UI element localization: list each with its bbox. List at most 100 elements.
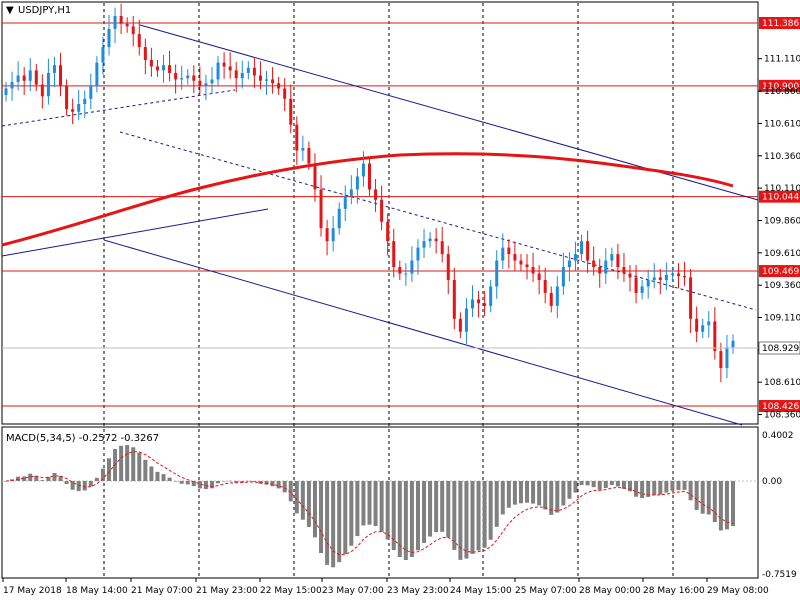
macd-bar-28 (173, 481, 178, 482)
macd-bar-84 (512, 481, 517, 505)
candle-body-71 (434, 238, 438, 242)
macd-histogram (2, 445, 758, 568)
candle-body-45 (277, 83, 281, 89)
macd-bar-79 (482, 481, 487, 548)
candle-body-29 (180, 78, 184, 80)
candlesticks (4, 3, 735, 383)
candle-body-118 (719, 351, 723, 368)
macd-bar-38 (234, 481, 239, 483)
macd-bar-82 (500, 481, 505, 515)
candle-body-40 (246, 67, 250, 73)
candle-body-38 (234, 70, 238, 79)
main-chart-frame (1, 1, 759, 425)
macd-bar-44 (270, 481, 275, 487)
candle-body-0 (4, 88, 8, 95)
level-label-3: 109.469 (762, 267, 799, 277)
candle-body-67 (410, 260, 414, 274)
candle-body-27 (168, 65, 172, 73)
macd-bar-81 (494, 481, 499, 527)
macd-bar-115 (700, 481, 705, 514)
support-line (1, 208, 269, 257)
candle-body-18 (113, 16, 117, 29)
candle-body-58 (355, 176, 359, 190)
price-tick-2: 110.610 (764, 119, 800, 129)
level-marker-4 (759, 400, 800, 413)
macd-bar-47 (288, 481, 293, 502)
candle-body-76 (464, 308, 468, 332)
time-label-10: 28 May 16:00 (643, 586, 705, 596)
candle-body-103 (628, 273, 632, 278)
time-axis[interactable]: 17 May 2018 18 May 14:00 21 May 07:00 21 Ma… (2, 578, 769, 596)
candle-body-72 (440, 241, 444, 255)
candle-body-52 (319, 189, 323, 229)
macd-bar-58 (355, 481, 360, 536)
macd-bar-56 (343, 481, 348, 554)
current-price-label: 108.929 (762, 344, 799, 354)
macd-bar-96 (585, 481, 590, 486)
macd-bar-15 (94, 477, 99, 481)
macd-tick-zero: 0.00 (762, 477, 782, 487)
macd-bar-6 (40, 480, 45, 481)
candle-body-87 (531, 267, 535, 274)
candle-body-80 (489, 286, 493, 306)
price-axis[interactable]: 111.110 110.860 110.610 110.360 110.110 109.8… (758, 55, 800, 421)
candle-body-111 (676, 273, 680, 277)
candle-body-56 (343, 195, 347, 209)
candle-body-70 (428, 238, 432, 242)
macd-bar-41 (252, 481, 257, 482)
time-label-3: 21 May 23:00 (196, 586, 258, 596)
candle-body-110 (670, 273, 674, 275)
candle-body-47 (289, 98, 293, 125)
candle-body-84 (513, 254, 517, 261)
macd-bar-31 (191, 481, 196, 487)
macd-bar-72 (440, 481, 445, 532)
candle-body-35 (216, 62, 220, 80)
macd-bar-110 (670, 481, 675, 491)
candle-body-48 (295, 124, 299, 151)
macd-bar-0 (4, 481, 8, 482)
moving-average (1, 152, 734, 247)
macd-bar-76 (464, 481, 469, 559)
macd-bar-100 (609, 481, 614, 485)
candle-body-2 (16, 75, 20, 83)
dropdown-arrow-icon[interactable]: ▼ (6, 5, 14, 16)
time-label-7: 24 May 15:00 (450, 586, 512, 596)
candle-body-16 (101, 47, 105, 63)
macd-bar-118 (718, 481, 723, 531)
time-label-5: 23 May 07:00 (322, 586, 384, 596)
candle-body-102 (622, 267, 626, 274)
macd-bar-73 (446, 481, 451, 538)
candle-body-114 (695, 318, 699, 332)
macd-bar-46 (282, 481, 287, 493)
macd-bar-49 (300, 481, 305, 520)
macd-bar-67 (409, 481, 414, 557)
macd-bar-83 (506, 481, 511, 508)
macd-bar-40 (246, 480, 251, 482)
candle-body-39 (240, 72, 244, 79)
candle-body-11 (71, 109, 75, 112)
candle-body-57 (349, 189, 353, 196)
macd-bar-12 (76, 481, 81, 492)
candle-body-25 (155, 66, 159, 71)
current-price-marker (758, 341, 800, 355)
level-label-4: 108.426 (762, 402, 799, 412)
time-label-11: 29 May 08:00 (707, 586, 769, 596)
price-tick-4: 110.110 (764, 184, 800, 194)
macd-title: MACD(5,34,5) -0.2572 -0.3267 (6, 433, 159, 444)
macd-bar-60 (367, 481, 372, 525)
macd-bar-21 (131, 447, 136, 481)
macd-bar-30 (185, 481, 190, 485)
candle-body-23 (143, 47, 147, 61)
macd-bar-120 (731, 481, 735, 527)
level-marker-3 (759, 265, 800, 278)
candle-body-113 (689, 277, 693, 319)
candle-body-63 (386, 221, 390, 242)
candle-body-106 (646, 279, 650, 287)
level-label-1: 110.900 (762, 82, 799, 92)
candle-body-37 (228, 66, 232, 71)
macd-bar-113 (688, 481, 693, 501)
candle-body-62 (380, 199, 384, 222)
candle-body-55 (337, 208, 341, 229)
candle-body-51 (313, 163, 317, 190)
